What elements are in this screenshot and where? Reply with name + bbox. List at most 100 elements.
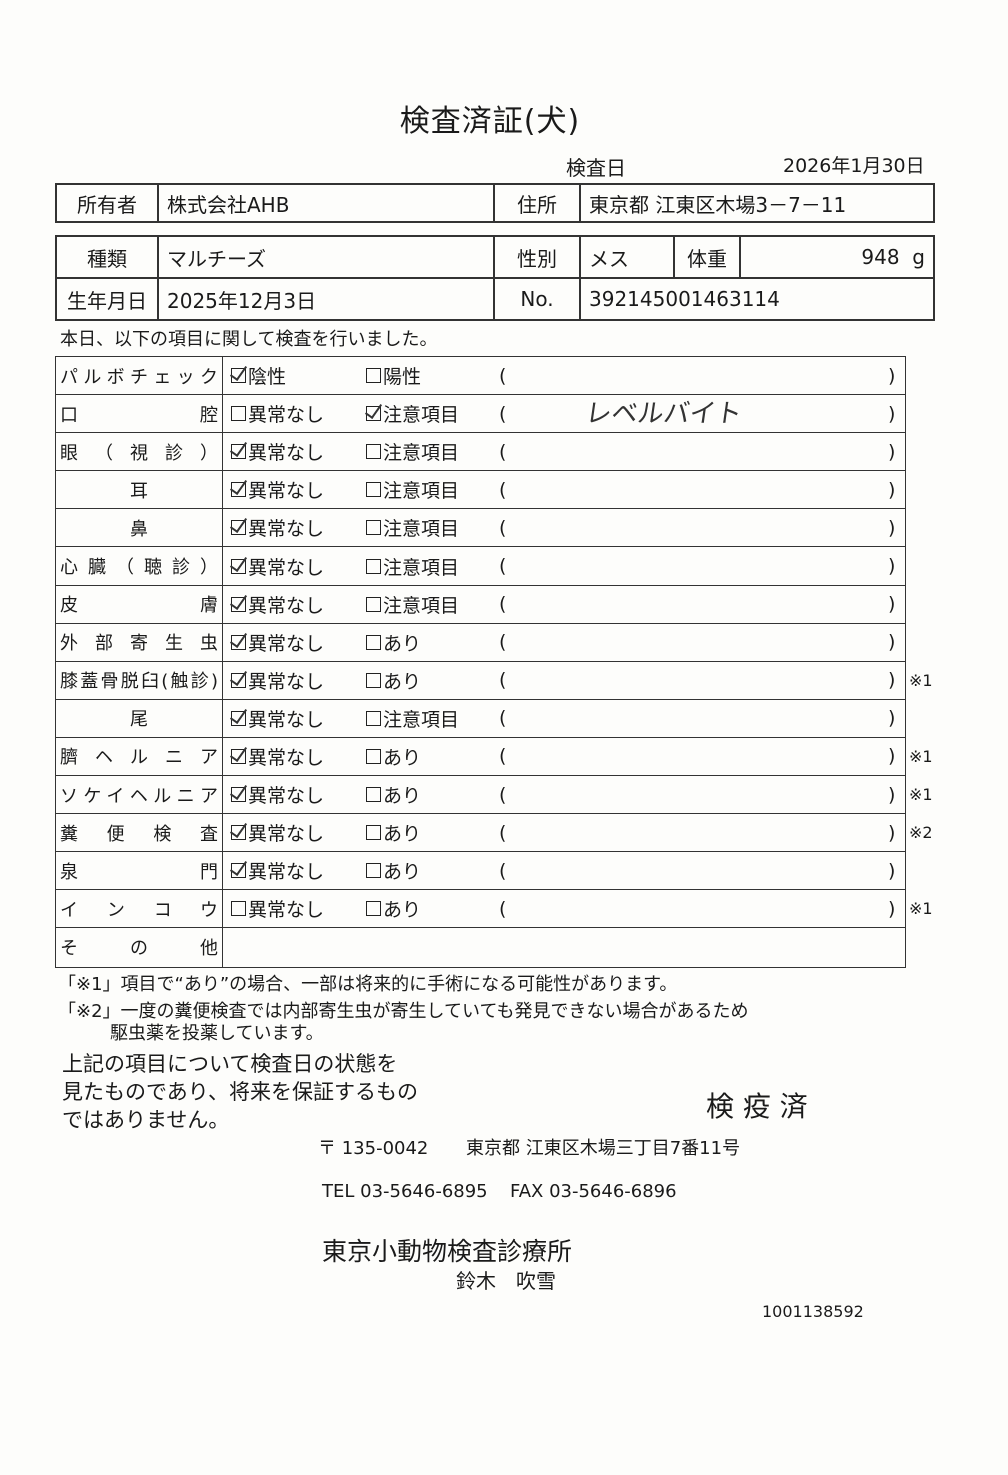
paren-open: ( bbox=[499, 440, 507, 463]
option-1[interactable]: 異常なし bbox=[231, 857, 324, 884]
intro-text: 本日、以下の項目に関して検査を行いました。 bbox=[60, 329, 438, 350]
option-1[interactable]: 異常なし bbox=[231, 819, 324, 846]
disclaimer-line: 上記の項目について検査日の状態を bbox=[62, 1052, 398, 1076]
handwritten-comment: レベルバイト bbox=[583, 399, 744, 430]
checkbox[interactable] bbox=[231, 406, 246, 422]
option-1[interactable]: 異常なし bbox=[231, 438, 324, 465]
inspection-row: 臍ヘルニア 異常なし あり ( ) ※1 bbox=[56, 737, 933, 777]
paren-close: ) bbox=[888, 516, 896, 539]
paren-close: ) bbox=[888, 555, 896, 578]
checkbox[interactable] bbox=[366, 901, 381, 917]
paren-close: ) bbox=[888, 897, 896, 920]
option-1[interactable]: 異常なし bbox=[231, 553, 324, 580]
checkbox[interactable] bbox=[366, 748, 381, 764]
option-2[interactable]: 注意項目 bbox=[366, 514, 459, 541]
checkbox[interactable] bbox=[366, 710, 381, 726]
paren-open: ( bbox=[499, 669, 507, 692]
option-2[interactable]: あり bbox=[366, 819, 421, 846]
footnote-mark: ※2 bbox=[909, 823, 933, 843]
checkbox[interactable] bbox=[231, 825, 246, 841]
option-2[interactable]: あり bbox=[366, 895, 421, 922]
paren-open: ( bbox=[499, 593, 507, 616]
option-2[interactable]: あり bbox=[366, 781, 421, 808]
checkbox[interactable] bbox=[231, 748, 246, 764]
option-label: 注意項目 bbox=[383, 480, 460, 503]
checkbox[interactable] bbox=[231, 901, 246, 917]
option-1[interactable]: 異常なし bbox=[231, 400, 324, 427]
option-1[interactable]: 異常なし bbox=[231, 781, 324, 808]
option-2[interactable]: あり bbox=[366, 857, 421, 884]
checkbox[interactable] bbox=[366, 672, 381, 688]
option-1[interactable]: 異常なし bbox=[231, 743, 324, 770]
paren-open: ( bbox=[499, 821, 507, 844]
item-label-text: 糞便検査 bbox=[60, 823, 218, 845]
footnote-mark: ※1 bbox=[909, 899, 933, 919]
option-2[interactable]: 注意項目 bbox=[366, 705, 459, 732]
checkbox[interactable] bbox=[366, 558, 381, 574]
option-label: あり bbox=[383, 746, 422, 769]
birth-label: 生年月日 bbox=[55, 277, 159, 321]
item-label: ソケイヘルニア bbox=[56, 776, 223, 814]
checkbox[interactable] bbox=[231, 863, 246, 879]
checkbox[interactable] bbox=[231, 787, 246, 803]
inspection-table: パルボチェック 陰性 陽性 ( ) 口腔 異常なし 注意項目 ( レベルバイト … bbox=[55, 356, 933, 968]
paren-open: ( bbox=[499, 478, 507, 501]
checkbox[interactable] bbox=[366, 863, 381, 879]
option-1[interactable]: 異常なし bbox=[231, 591, 324, 618]
option-1[interactable]: 異常なし bbox=[231, 629, 324, 656]
paren-close: ) bbox=[888, 783, 896, 806]
option-2[interactable]: 注意項目 bbox=[366, 553, 459, 580]
checkbox[interactable] bbox=[366, 520, 381, 536]
checkbox[interactable] bbox=[366, 825, 381, 841]
checkbox[interactable] bbox=[231, 634, 246, 650]
checkbox[interactable] bbox=[366, 368, 381, 384]
option-2[interactable]: 注意項目 bbox=[366, 476, 459, 503]
checkbox[interactable] bbox=[231, 558, 246, 574]
checkbox[interactable] bbox=[231, 672, 246, 688]
option-1[interactable]: 異常なし bbox=[231, 476, 324, 503]
option-2[interactable]: 陽性 bbox=[366, 362, 421, 389]
option-2[interactable]: 注意項目 bbox=[366, 400, 459, 427]
option-1[interactable]: 異常なし bbox=[231, 705, 324, 732]
owner-value: 株式会社AHB bbox=[157, 183, 495, 223]
option-2[interactable]: あり bbox=[366, 667, 421, 694]
checkbox[interactable] bbox=[231, 520, 246, 536]
checkbox[interactable] bbox=[366, 444, 381, 460]
option-1[interactable]: 異常なし bbox=[231, 667, 324, 694]
paren-close: ) bbox=[888, 707, 896, 730]
option-label: 陽性 bbox=[383, 366, 422, 389]
paren-open: ( bbox=[499, 745, 507, 768]
option-1[interactable]: 異常なし bbox=[231, 514, 324, 541]
option-label: 異常なし bbox=[248, 708, 325, 731]
inspection-row: 膝蓋骨脱臼(触診) 異常なし あり ( ) ※1 bbox=[56, 661, 933, 700]
checkbox[interactable] bbox=[366, 596, 381, 612]
checkbox[interactable] bbox=[366, 634, 381, 650]
option-1[interactable]: 陰性 bbox=[231, 362, 286, 389]
paren-close: ) bbox=[888, 402, 896, 425]
address-value: 東京都 江東区木場3－7－11 bbox=[579, 183, 935, 223]
item-label-text: 皮膚 bbox=[60, 595, 218, 617]
inspection-row: ソケイヘルニア 異常なし あり ( ) ※1 bbox=[56, 776, 933, 815]
checkbox[interactable] bbox=[366, 482, 381, 498]
checkbox[interactable] bbox=[231, 368, 246, 384]
option-label: 注意項目 bbox=[383, 442, 460, 465]
checkbox[interactable] bbox=[366, 787, 381, 803]
serial-number: 1001138592 bbox=[762, 1302, 864, 1321]
option-2[interactable]: あり bbox=[366, 629, 421, 656]
inspection-row-other: その他 bbox=[56, 928, 905, 967]
option-2[interactable]: あり bbox=[366, 743, 421, 770]
clinic-name: 東京小動物検査診療所 bbox=[322, 1237, 573, 1266]
type-label: 種類 bbox=[55, 235, 159, 279]
paren-open: ( bbox=[499, 555, 507, 578]
option-2[interactable]: 注意項目 bbox=[366, 438, 459, 465]
option-label: あり bbox=[383, 670, 422, 693]
birth-value: 2025年12月3日 bbox=[157, 277, 495, 321]
checkbox[interactable] bbox=[231, 444, 246, 460]
option-2[interactable]: 注意項目 bbox=[366, 591, 459, 618]
checkbox[interactable] bbox=[231, 482, 246, 498]
checkbox[interactable] bbox=[231, 710, 246, 726]
item-label-text: 膝蓋骨脱臼(触診) bbox=[60, 671, 218, 693]
option-1[interactable]: 異常なし bbox=[231, 895, 324, 922]
checkbox[interactable] bbox=[366, 406, 381, 422]
checkbox[interactable] bbox=[231, 596, 246, 612]
